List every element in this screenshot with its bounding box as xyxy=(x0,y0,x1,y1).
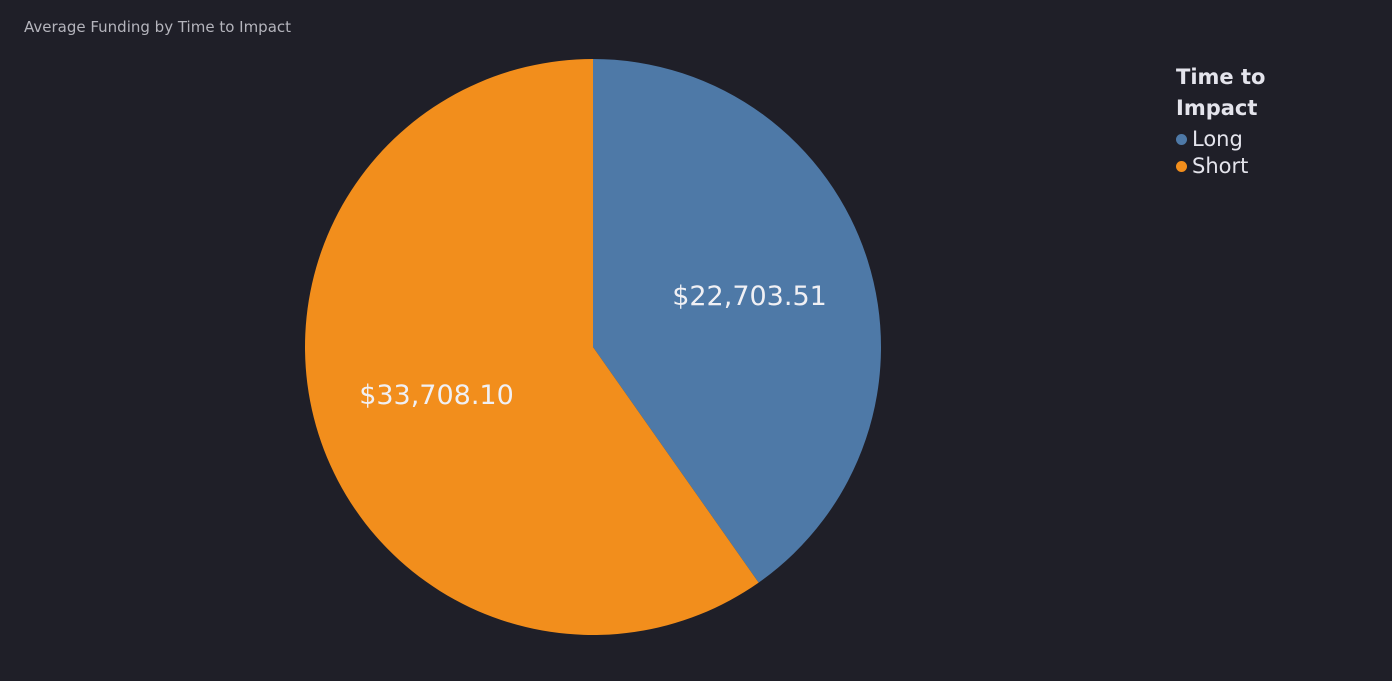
legend: Time to Impact Long Short xyxy=(1176,62,1286,180)
legend-marker xyxy=(1176,134,1187,145)
legend-item: Short xyxy=(1176,153,1286,180)
legend-marker xyxy=(1176,161,1187,172)
legend-title: Time to Impact xyxy=(1176,65,1266,120)
pie-slice xyxy=(593,59,881,583)
legend-label: Long xyxy=(1192,127,1243,151)
legend-item: Long xyxy=(1176,126,1286,153)
value-label: $22,703.51 xyxy=(672,281,827,312)
pie-slice xyxy=(304,59,759,635)
chart-title: Average Funding by Time to Impact xyxy=(24,18,292,36)
value-label: $33,708.10 xyxy=(359,380,514,411)
legend-label: Short xyxy=(1192,154,1249,178)
